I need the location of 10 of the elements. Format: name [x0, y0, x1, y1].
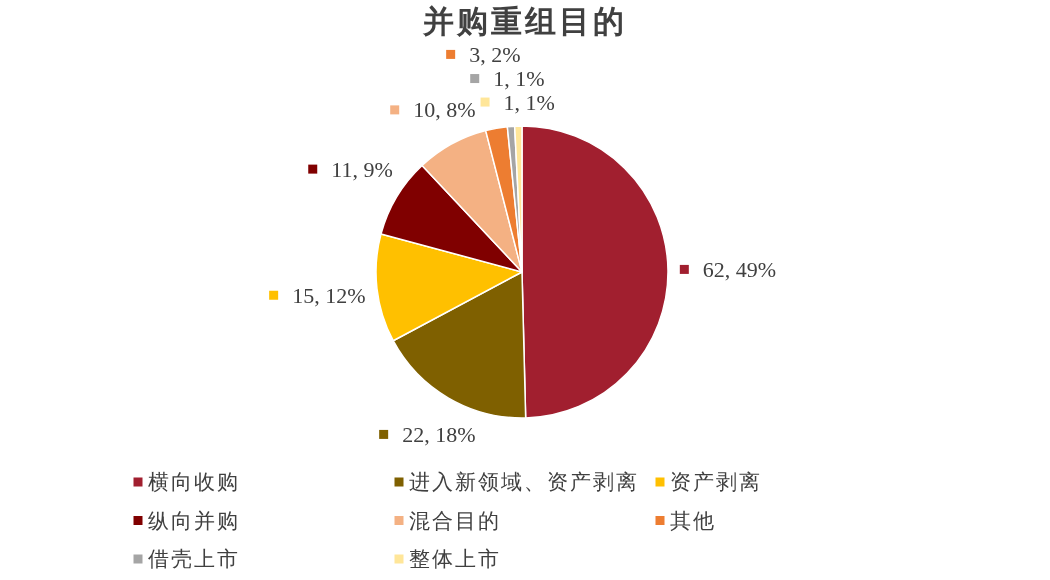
data-label: 3, 2% [469, 41, 521, 67]
data-label: 1, 1% [503, 89, 555, 115]
data-label: 22, 18% [402, 421, 476, 447]
legend-label: 其他 [669, 508, 716, 533]
data-label: 15, 12% [292, 282, 366, 308]
data-label: 1, 1% [493, 66, 545, 92]
title: 并购重组目的 [423, 4, 627, 39]
data-label: 11, 9% [331, 156, 393, 182]
data-label: 62, 49% [702, 256, 777, 282]
data-label: 10, 8% [413, 97, 476, 123]
